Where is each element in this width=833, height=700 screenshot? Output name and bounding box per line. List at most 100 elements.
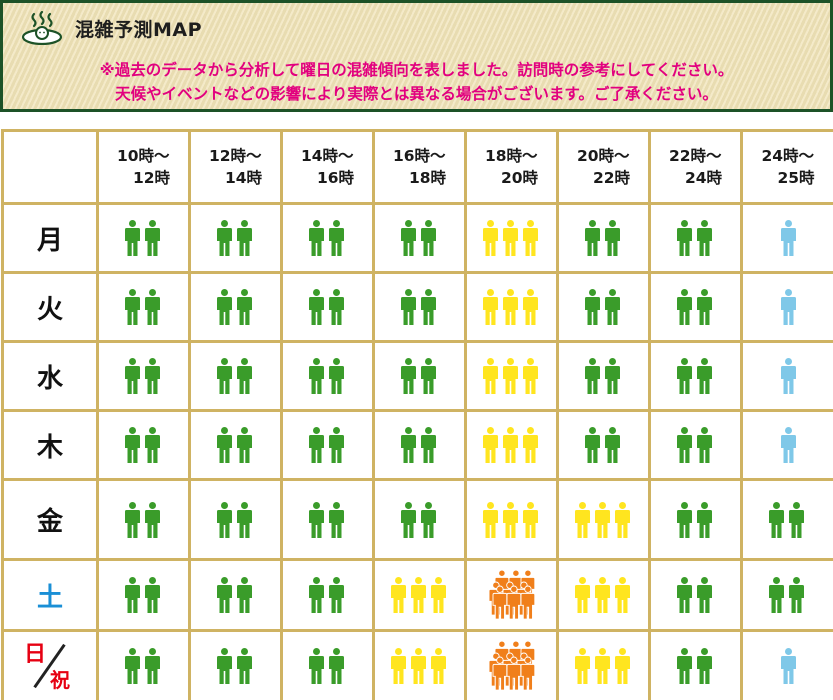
crowd-level-busy bbox=[467, 343, 556, 409]
crowd-level-normal bbox=[651, 205, 740, 271]
crowd-normal-icon bbox=[676, 577, 712, 613]
crowd-busy-icon bbox=[482, 427, 538, 463]
crowd-normal-icon bbox=[308, 427, 344, 463]
congestion-cell bbox=[467, 481, 556, 558]
congestion-cell bbox=[283, 274, 372, 340]
crowd-level-normal bbox=[191, 412, 280, 478]
congestion-cell bbox=[651, 632, 740, 700]
time-slot-from: 10時～ bbox=[116, 147, 170, 165]
crowd-normal-icon bbox=[676, 358, 712, 394]
congestion-cell bbox=[467, 561, 556, 629]
crowd-level-normal bbox=[283, 412, 372, 478]
congestion-cell bbox=[651, 561, 740, 629]
congestion-cell bbox=[375, 481, 464, 558]
crowd-level-busy bbox=[559, 561, 648, 629]
day-label-cell: 金 bbox=[4, 481, 96, 558]
time-slot-label: 16時～ 18時 bbox=[393, 145, 446, 189]
congestion-cell bbox=[743, 343, 833, 409]
time-slot-header: 24時～ 25時 bbox=[743, 132, 833, 202]
crowd-level-normal bbox=[191, 274, 280, 340]
crowd-level-normal bbox=[99, 481, 188, 558]
crowd-level-normal bbox=[191, 632, 280, 700]
notice-line-2: 天候やイベントなどの影響により実際とは異なる場合がございます。ご了承ください。 bbox=[115, 85, 718, 103]
crowd-normal-icon bbox=[124, 427, 160, 463]
time-slot-label: 24時～ 25時 bbox=[761, 145, 814, 189]
crowd-normal-icon bbox=[584, 427, 620, 463]
crowd-level-normal bbox=[559, 412, 648, 478]
congestion-cell bbox=[743, 274, 833, 340]
time-slot-label: 20時～ 22時 bbox=[577, 145, 630, 189]
time-slot-header: 12時～ 14時 bbox=[191, 132, 280, 202]
crowd-level-normal bbox=[99, 632, 188, 700]
crowd-level-very-busy bbox=[467, 561, 556, 629]
time-slot-from: 24時～ bbox=[761, 147, 815, 165]
crowd-level-very-busy bbox=[467, 632, 556, 700]
time-slot-from: 16時～ bbox=[392, 147, 446, 165]
crowd-level-normal bbox=[375, 412, 464, 478]
crowd-level-normal bbox=[743, 561, 833, 629]
crowd-level-normal bbox=[99, 561, 188, 629]
day-label: 土 bbox=[36, 582, 63, 613]
crowd-normal-icon bbox=[308, 648, 344, 684]
crowd-normal-icon bbox=[308, 289, 344, 325]
crowd-normal-icon bbox=[124, 577, 160, 613]
crowd-normal-icon bbox=[676, 289, 712, 325]
header-banner: 混雑予測MAP ※過去のデータから分析して曜日の混雑傾向を表しました。訪問時の参… bbox=[0, 0, 833, 112]
day-label-cell: 土 bbox=[4, 561, 96, 629]
crowd-level-normal bbox=[99, 412, 188, 478]
crowd-level-low bbox=[743, 343, 833, 409]
crowd-normal-icon bbox=[676, 501, 712, 538]
congestion-cell bbox=[283, 412, 372, 478]
congestion-cell bbox=[283, 632, 372, 700]
time-slot-from: 12時～ bbox=[208, 147, 262, 165]
crowd-level-normal bbox=[743, 481, 833, 558]
crowd-normal-icon bbox=[308, 220, 344, 256]
crowd-normal-icon bbox=[124, 648, 160, 684]
congestion-cell bbox=[651, 412, 740, 478]
crowd-level-normal bbox=[283, 205, 372, 271]
time-slot-from: 20時～ bbox=[576, 147, 630, 165]
crowd-level-busy bbox=[467, 481, 556, 558]
congestion-cell bbox=[743, 561, 833, 629]
crowd-level-normal bbox=[651, 632, 740, 700]
crowd-normal-icon bbox=[400, 289, 436, 325]
congestion-cell bbox=[99, 632, 188, 700]
congestion-cell bbox=[559, 343, 648, 409]
crowd-normal-icon bbox=[216, 220, 252, 256]
congestion-cell bbox=[651, 343, 740, 409]
crowd-level-low bbox=[743, 412, 833, 478]
crowd-normal-icon bbox=[400, 220, 436, 256]
congestion-cell bbox=[191, 481, 280, 558]
congestion-cell bbox=[191, 412, 280, 478]
congestion-cell bbox=[559, 632, 648, 700]
time-slot-label: 18時～ 20時 bbox=[485, 145, 538, 189]
crowd-low-icon bbox=[780, 289, 796, 325]
crowd-level-busy bbox=[559, 481, 648, 558]
congestion-cell bbox=[283, 343, 372, 409]
crowd-busy-icon bbox=[390, 648, 446, 684]
crowd-low-icon bbox=[780, 427, 796, 463]
crowd-normal-icon bbox=[308, 501, 344, 538]
time-slot-to: 24時 bbox=[684, 169, 723, 187]
crowd-busy-icon bbox=[390, 577, 446, 613]
crowd-level-normal bbox=[651, 561, 740, 629]
crowd-normal-icon bbox=[676, 427, 712, 463]
crowd-normal-icon bbox=[216, 427, 252, 463]
crowd-normal-icon bbox=[584, 289, 620, 325]
congestion-cell bbox=[467, 343, 556, 409]
congestion-cell bbox=[99, 205, 188, 271]
congestion-cell bbox=[743, 412, 833, 478]
congestion-cell bbox=[283, 481, 372, 558]
crowd-normal-icon bbox=[216, 648, 252, 684]
crowd-level-normal bbox=[191, 561, 280, 629]
congestion-cell bbox=[467, 632, 556, 700]
time-slot-from: 22時～ bbox=[668, 147, 722, 165]
congestion-cell bbox=[559, 481, 648, 558]
crowd-very-busy-icon bbox=[488, 641, 535, 691]
congestion-cell bbox=[99, 343, 188, 409]
crowd-level-normal bbox=[191, 343, 280, 409]
congestion-cell bbox=[191, 561, 280, 629]
day-label: 木 bbox=[36, 432, 63, 463]
crowd-normal-icon bbox=[400, 427, 436, 463]
day-label: 火 bbox=[36, 294, 63, 325]
